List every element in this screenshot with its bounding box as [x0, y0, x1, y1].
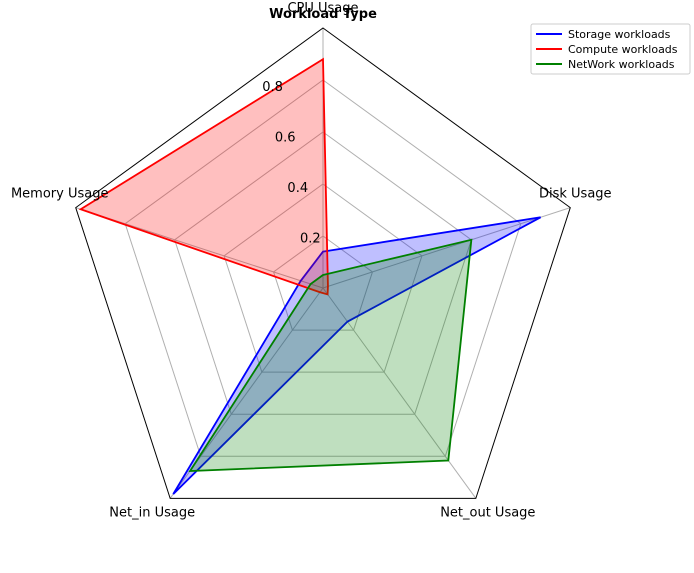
axis-label-5: Memory Usage — [11, 187, 109, 202]
axis-label-1: CPU Usage — [287, 1, 358, 16]
radar-frame — [75, 27, 571, 499]
r-tick-label-3: 0.6 — [275, 131, 296, 146]
series-layer — [78, 57, 542, 495]
grid-ring-3 — [174, 131, 472, 415]
series-line-3 — [188, 238, 473, 472]
axis-labels: CPU Usage Disk Usage Net_out Usage Net_in U… — [11, 1, 612, 520]
grid-spoke-3 — [322, 287, 477, 499]
series-area-3 — [190, 239, 472, 471]
radial-tick-labels: 0.2 0.4 0.6 0.8 — [262, 80, 321, 246]
legend-label-3: NetWork workloads — [568, 58, 675, 71]
legend-box — [530, 23, 691, 75]
chart-title: Workload Type — [269, 7, 377, 22]
r-tick-label-1: 0.2 — [300, 232, 321, 247]
legend-label-1: Storage workloads — [568, 28, 671, 41]
grid-ring-4 — [124, 79, 522, 457]
outer-frame — [75, 27, 571, 499]
r-tick-label-2: 0.4 — [287, 181, 308, 196]
series-area-1 — [173, 217, 541, 495]
grid-spoke-2 — [322, 207, 571, 289]
r-tick-label-4: 0.8 — [262, 80, 283, 95]
axis-label-2: Disk Usage — [539, 187, 612, 202]
grid-ring-2 — [223, 183, 423, 373]
radar-grid — [75, 28, 571, 499]
series-area-2 — [80, 59, 328, 295]
legend-label-2: Compute workloads — [568, 43, 678, 56]
series-line-1 — [172, 216, 542, 495]
series-line-2 — [78, 57, 329, 296]
axis-label-4: Net_in Usage — [109, 505, 195, 520]
axis-label-3: Net_out Usage — [440, 505, 535, 520]
legend: Storage workloads Compute workloads NetWor… — [530, 23, 691, 75]
